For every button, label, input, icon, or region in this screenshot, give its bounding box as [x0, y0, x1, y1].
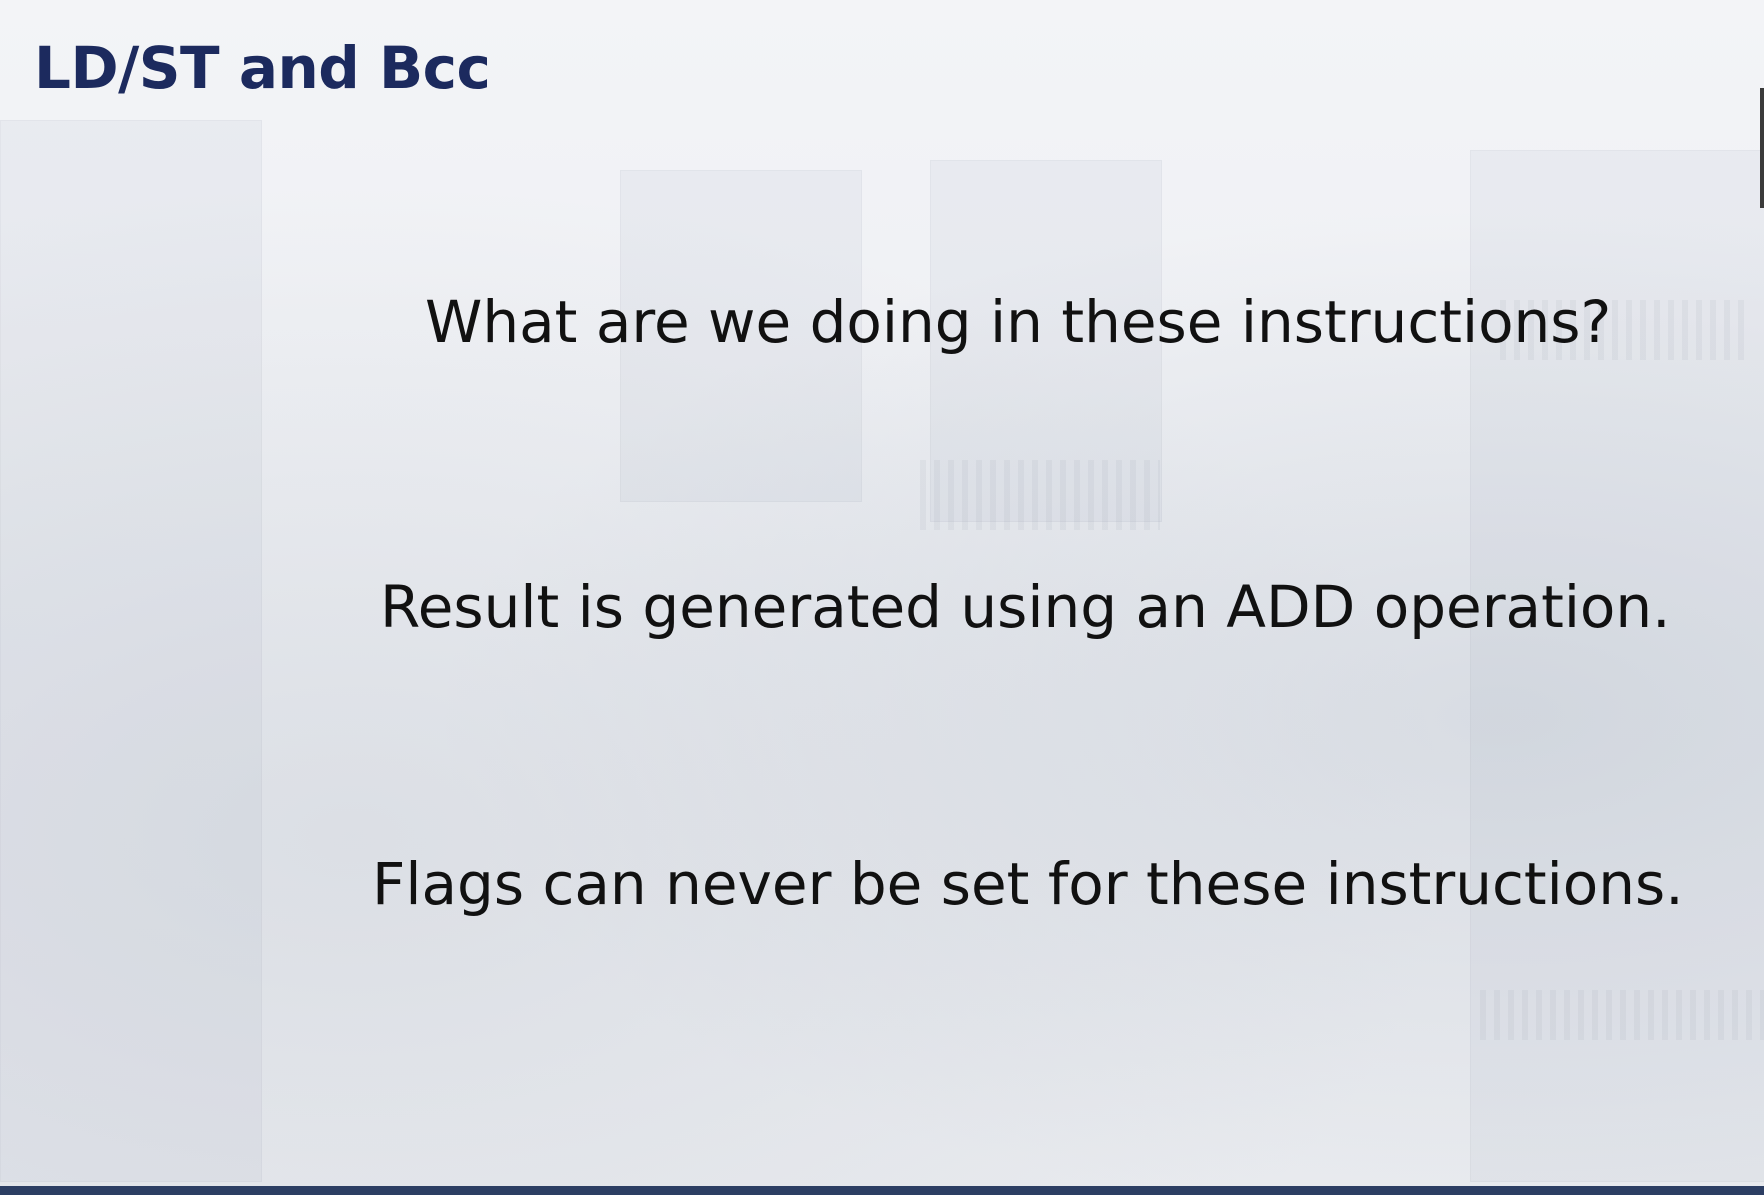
slide-line-flags: Flags can never be set for these instruc…	[372, 850, 1684, 918]
edge-marker	[1760, 88, 1764, 208]
bottom-bar	[0, 1186, 1764, 1195]
page-title: LD/ST and Bcc	[34, 34, 491, 102]
slide-line-question: What are we doing in these instructions?	[425, 288, 1612, 356]
slide-line-result: Result is generated using an ADD operati…	[380, 573, 1671, 641]
